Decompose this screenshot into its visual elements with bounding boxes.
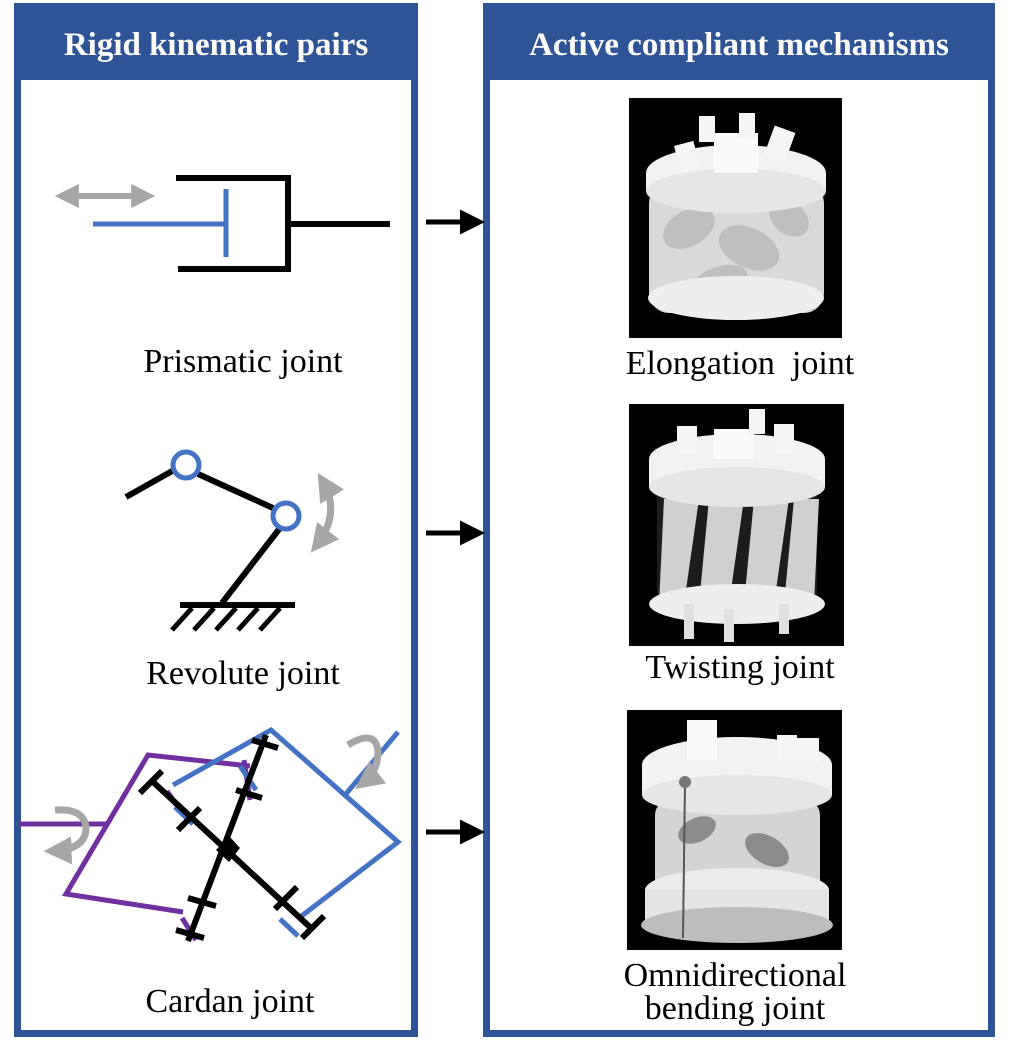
omnidirectional-bending-joint-photo — [627, 710, 842, 950]
revolute-joint-label: Revolute joint — [146, 655, 340, 692]
rotation-arrow-right-icon — [346, 734, 387, 790]
cardan-joint-label: Cardan joint — [145, 983, 315, 1020]
revolute-joint-schematic — [124, 449, 345, 632]
rotation-arrow-icon — [310, 472, 345, 553]
elongation-joint-photo — [629, 98, 842, 338]
twisting-joint-label: Twisting joint — [645, 649, 835, 686]
elongation-joint-label: Elongation joint — [625, 345, 855, 382]
panel-title-rigid: Rigid kinematic pairs — [21, 10, 411, 80]
prismatic-joint-schematic — [54, 175, 390, 272]
omnidirectional-label-line1: Omnidirectional — [623, 957, 847, 994]
prismatic-joint-label: Prismatic joint — [143, 343, 343, 380]
omnidirectional-label-line2: bending joint — [644, 990, 826, 1027]
rotation-arrow-left-icon — [43, 806, 90, 865]
cardan-joint-schematic — [20, 726, 402, 943]
twisting-joint-photo — [629, 404, 844, 646]
panel-title-compliant: Active compliant mechanisms — [490, 10, 988, 80]
